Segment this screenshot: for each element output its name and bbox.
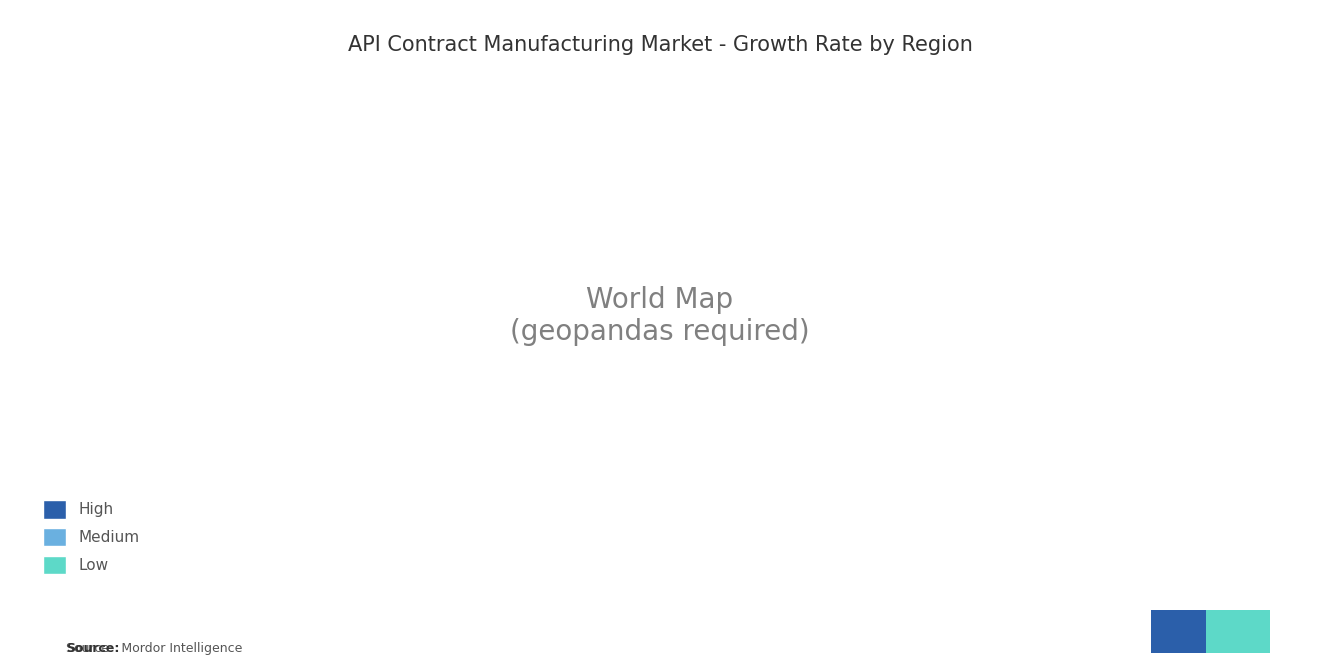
Polygon shape xyxy=(1206,610,1270,653)
Text: Source:: Source: xyxy=(66,642,119,655)
Polygon shape xyxy=(1151,610,1206,653)
Title: API Contract Manufacturing Market - Growth Rate by Region: API Contract Manufacturing Market - Grow… xyxy=(347,35,973,55)
Text: Source:  Mordor Intelligence: Source: Mordor Intelligence xyxy=(66,642,243,655)
Text: World Map
(geopandas required): World Map (geopandas required) xyxy=(511,286,809,346)
Legend: High, Medium, Low: High, Medium, Low xyxy=(36,492,147,582)
